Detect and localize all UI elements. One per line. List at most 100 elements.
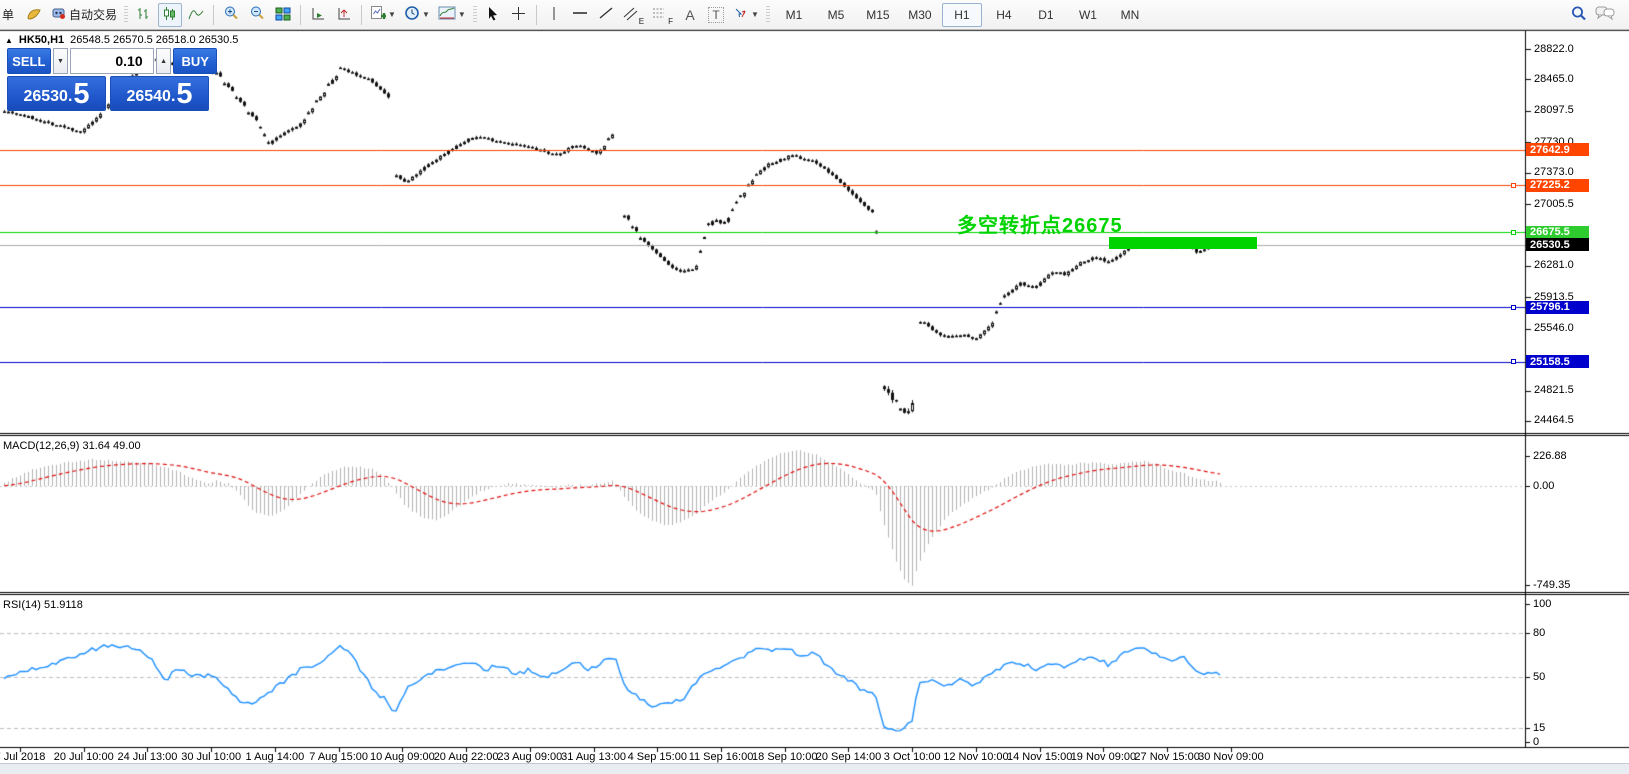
templates-icon bbox=[438, 6, 456, 23]
templates-button[interactable]: ▼ bbox=[435, 3, 469, 27]
arrows-button[interactable]: ▼ bbox=[730, 3, 762, 27]
channel-letter: E bbox=[638, 16, 645, 26]
fibonacci-icon bbox=[652, 6, 668, 23]
time-tick-label: 4 Sep 15:00 bbox=[627, 751, 687, 763]
shell-icon bbox=[26, 7, 42, 23]
annotation-bar[interactable] bbox=[1109, 237, 1257, 249]
arrows-icon bbox=[733, 6, 749, 23]
panel-collapse-icon[interactable]: ▲ bbox=[5, 35, 13, 45]
time-tick-label: 27 Nov 15:00 bbox=[1134, 751, 1200, 763]
timeframe-h4[interactable]: H4 bbox=[996, 7, 1012, 22]
chart-shift-icon bbox=[336, 6, 352, 24]
macd-scale-label: -749.35 bbox=[1533, 578, 1571, 591]
price-line-label[interactable]: 26530.5 bbox=[1526, 238, 1589, 252]
timeframe-m30[interactable]: M30 bbox=[908, 7, 932, 22]
text-label-button[interactable]: T bbox=[704, 3, 728, 27]
new-order-button[interactable]: 单 bbox=[0, 3, 20, 27]
chat-button[interactable] bbox=[1592, 3, 1618, 27]
timeframe-m15[interactable]: M15 bbox=[866, 7, 890, 22]
crosshair-button[interactable] bbox=[507, 3, 531, 27]
auto-scroll-icon bbox=[310, 6, 326, 24]
sell-price-box[interactable]: 26530. 5 bbox=[7, 76, 106, 111]
chart-shift-button[interactable] bbox=[332, 3, 356, 27]
line-chart-button[interactable] bbox=[184, 3, 208, 27]
macd-scale-label: 0.00 bbox=[1533, 480, 1555, 492]
price-tick-label: 25546.0 bbox=[1534, 322, 1574, 335]
price-chart-canvas[interactable] bbox=[0, 30, 1629, 774]
price-line-label[interactable]: 26675.5 bbox=[1526, 225, 1589, 239]
price-tick-label: 26281.0 bbox=[1534, 259, 1574, 272]
indicators-button[interactable]: ▼ bbox=[367, 3, 399, 27]
time-tick-label: 10 Aug 09:00 bbox=[369, 751, 435, 763]
chart-ohlc: 26548.5 26570.5 26518.0 26530.5 bbox=[70, 34, 239, 46]
tile-windows-icon bbox=[275, 6, 291, 24]
line-handle[interactable] bbox=[1511, 304, 1516, 310]
time-tick-label: 23 Aug 09:00 bbox=[497, 751, 563, 763]
price-line-label[interactable]: 27642.9 bbox=[1526, 143, 1589, 157]
auto-trading-button[interactable]: 自动交易 bbox=[48, 3, 120, 27]
trendline-button[interactable] bbox=[594, 3, 618, 27]
dropdown-arrow-icon: ▼ bbox=[388, 10, 396, 19]
timeframe-d1[interactable]: D1 bbox=[1038, 7, 1054, 22]
text-button[interactable]: A bbox=[678, 3, 702, 27]
line-handle[interactable] bbox=[1511, 359, 1516, 365]
time-tick-label: 14 Nov 15:00 bbox=[1006, 751, 1073, 763]
macd-header: MACD(12,26,9) 31.64 49.00 bbox=[3, 440, 141, 452]
zoom-in-button[interactable] bbox=[219, 3, 243, 27]
sell-button[interactable]: SELL bbox=[7, 48, 51, 74]
time-tick-label: 7 Aug 15:00 bbox=[309, 751, 369, 763]
vertical-line-icon bbox=[548, 6, 560, 24]
timeframe-m1[interactable]: M1 bbox=[785, 7, 803, 22]
indicators-icon bbox=[370, 5, 388, 24]
volume-decrease-button[interactable]: ▼ bbox=[52, 48, 69, 74]
rsi-level-label: 15 bbox=[1533, 722, 1546, 735]
price-line-label[interactable]: 25158.5 bbox=[1526, 355, 1589, 369]
price-line-label[interactable]: 27225.2 bbox=[1526, 178, 1589, 192]
timeframe-m5[interactable]: M5 bbox=[827, 7, 845, 22]
rsi-level-label: 80 bbox=[1533, 626, 1546, 639]
volume-input[interactable]: 0.10 bbox=[70, 48, 154, 74]
text-icon: A bbox=[685, 6, 695, 23]
gold-shell-button[interactable] bbox=[22, 3, 46, 27]
new-order-label: 单 bbox=[1, 8, 14, 22]
timeframe-h1[interactable]: H1 bbox=[941, 2, 982, 27]
dropdown-arrow-icon: ▼ bbox=[751, 10, 759, 19]
search-button[interactable] bbox=[1566, 3, 1590, 27]
time-tick-label: 30 Nov 09:00 bbox=[1198, 751, 1264, 763]
fibonacci-button[interactable]: F bbox=[649, 3, 676, 27]
toolbar-separator bbox=[213, 4, 215, 25]
horizontal-line-button[interactable] bbox=[568, 3, 592, 27]
annotation-text[interactable]: 多空转折点26675 bbox=[957, 215, 1123, 237]
vertical-line-button[interactable] bbox=[542, 3, 566, 27]
cursor-icon bbox=[486, 6, 500, 24]
time-tick-label: 11 Sep 16:00 bbox=[688, 751, 754, 763]
cursor-button[interactable] bbox=[481, 3, 505, 27]
bar-chart-button[interactable] bbox=[132, 3, 156, 27]
equidistant-channel-button[interactable]: E bbox=[620, 3, 647, 27]
window-bottom-edge bbox=[0, 763, 1629, 774]
crosshair-icon bbox=[511, 6, 526, 24]
line-handle[interactable] bbox=[1511, 182, 1516, 188]
volume-increase-button[interactable]: ▲ bbox=[155, 48, 172, 74]
rsi-level-label: 0 bbox=[1533, 736, 1540, 748]
line-chart-icon bbox=[188, 6, 204, 24]
candlestick-chart-button[interactable] bbox=[158, 2, 183, 27]
toolbar-right-group bbox=[1565, 3, 1619, 27]
periods-button[interactable]: ▼ bbox=[401, 3, 433, 27]
rsi-level-label: 100 bbox=[1533, 597, 1552, 610]
tile-windows-button[interactable] bbox=[271, 3, 295, 27]
line-handle[interactable] bbox=[1511, 229, 1516, 235]
timeframe-mn[interactable]: MN bbox=[1120, 7, 1140, 22]
price-tick-label: 27373.0 bbox=[1534, 166, 1574, 179]
price-line-label[interactable]: 25796.1 bbox=[1526, 300, 1589, 314]
one-click-trading-panel: SELL ▼ 0.10 ▲ BUY 26530. 5 26540. 5 bbox=[7, 48, 217, 111]
timeframe-w1[interactable]: W1 bbox=[1078, 7, 1097, 22]
zoom-out-icon bbox=[249, 5, 265, 24]
zoom-out-button[interactable] bbox=[245, 3, 269, 27]
time-tick-label: 19 Nov 09:00 bbox=[1070, 751, 1137, 763]
buy-button[interactable]: BUY bbox=[173, 48, 217, 74]
buy-price-box[interactable]: 26540. 5 bbox=[110, 76, 209, 111]
auto-scroll-button[interactable] bbox=[306, 3, 330, 27]
horizontal-line-icon bbox=[572, 7, 588, 22]
